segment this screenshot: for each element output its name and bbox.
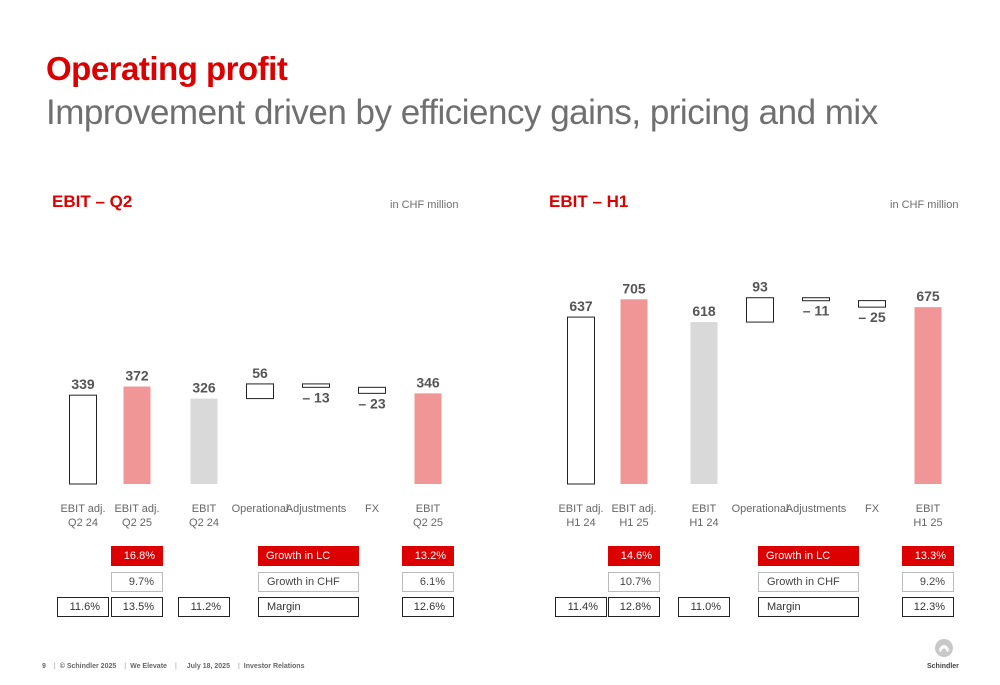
category-label-0-5: FX [365, 503, 380, 515]
value-label-0-2: 326 [192, 380, 216, 396]
ebit-q2-chart: 339 EBIT adj. Q2 24 372 EBIT adj. Q2 25 326 EBI… [60, 365, 443, 529]
bar-1-2 [690, 322, 718, 484]
bar-0-4 [302, 383, 330, 388]
page-title: Operating profit [46, 50, 288, 87]
chart-title-h1: EBIT – H1 [549, 192, 629, 211]
bar-0-2 [190, 398, 218, 484]
category-label-0-2: EBIT Q2 24 [189, 503, 219, 529]
schindler-logo-icon [935, 639, 953, 657]
chart-title-q2: EBIT – Q2 [52, 192, 133, 211]
footer: 9 | © Schindler 2025 | We Elevate | July 18, 2… [42, 663, 305, 670]
unit-label-q2: in CHF million [390, 199, 459, 211]
value-label-1-6: 675 [916, 288, 940, 304]
footer-tagline: We Elevate [130, 663, 167, 670]
ebit-h1-chart: 637 EBIT adj. H1 24 705 EBIT adj. H1 25 618 EBI… [558, 279, 942, 529]
margin-row-label-1: Margin [758, 597, 859, 617]
category-label-0-1: EBIT adj. Q2 25 [114, 503, 159, 529]
category-label-1-3: Operational [732, 503, 789, 515]
bar-0-0 [69, 394, 97, 485]
margin-box-0-2: 11.2% [178, 597, 230, 617]
margin-box-1-2: 11.0% [678, 597, 730, 617]
value-label-1-2: 618 [692, 303, 716, 319]
bar-0-1 [123, 386, 151, 484]
bar-0-5 [358, 386, 386, 394]
category-label-0-6: EBIT Q2 25 [413, 503, 443, 529]
margin-box-1-6: 12.3% [902, 597, 954, 617]
page-subtitle: Improvement driven by efficiency gains, … [46, 93, 878, 132]
category-label-0-0: EBIT adj. Q2 24 [60, 503, 105, 529]
margin-box-1-1: 12.8% [608, 597, 660, 617]
value-label-0-5: – 23 [358, 395, 385, 411]
bar-1-6 [914, 307, 942, 484]
growth-chf-row-label-1: Growth in CHF [758, 572, 859, 592]
footer-copyright: © Schindler 2025 [59, 663, 117, 670]
category-label-1-2: EBIT H1 24 [689, 503, 718, 529]
category-label-1-6: EBIT H1 25 [913, 503, 942, 529]
growth-chf-box-1-6: 9.2% [902, 572, 954, 592]
bar-1-1 [620, 299, 648, 484]
growth-chf-box-0-6: 6.1% [402, 572, 454, 592]
bar-1-3 [746, 297, 774, 323]
growth-lc-row-label-1: Growth in LC [758, 546, 859, 566]
growth-lc-box-0-6: 13.2% [402, 546, 454, 566]
margin-box-0-0: 11.6% [57, 597, 109, 617]
value-label-1-3: 93 [752, 279, 768, 295]
margin-box-1-0: 11.4% [555, 597, 607, 617]
value-label-0-0: 339 [71, 376, 95, 392]
value-label-0-1: 372 [125, 368, 149, 384]
category-label-1-0: EBIT adj. H1 24 [558, 503, 603, 529]
value-label-1-5: – 25 [858, 309, 885, 325]
bar-1-0 [567, 316, 595, 485]
growth-lc-row-label-0: Growth in LC [258, 546, 359, 566]
unit-label-h1: in CHF million [890, 199, 959, 211]
bar-1-5 [858, 300, 886, 308]
value-label-1-4: – 11 [803, 303, 830, 319]
value-label-1-0: 637 [569, 298, 593, 314]
growth-lc-box-0-1: 16.8% [111, 546, 163, 566]
footer-section: Investor Relations [243, 663, 305, 670]
logo-text: Schindler [927, 663, 959, 670]
growth-lc-box-1-1: 14.6% [608, 546, 660, 566]
category-label-0-3: Operational [232, 503, 289, 515]
footer-date: July 18, 2025 [186, 663, 230, 670]
margin-row-label-0: Margin [258, 597, 359, 617]
margin-box-0-6: 12.6% [402, 597, 454, 617]
bar-1-4 [802, 297, 830, 302]
value-label-0-3: 56 [252, 365, 268, 381]
bar-0-6 [414, 393, 442, 484]
value-label-0-6: 346 [416, 374, 440, 390]
growth-chf-box-1-1: 10.7% [608, 572, 660, 592]
category-label-0-4: Adjustments [286, 503, 347, 515]
margin-box-0-1: 13.5% [111, 597, 163, 617]
value-label-0-4: – 13 [302, 389, 329, 405]
page-number: 9 [42, 663, 46, 670]
category-label-1-1: EBIT adj. H1 25 [611, 503, 656, 529]
growth-chf-box-0-1: 9.7% [111, 572, 163, 592]
growth-chf-row-label-0: Growth in CHF [258, 572, 359, 592]
category-label-1-5: FX [865, 503, 880, 515]
category-label-1-4: Adjustments [786, 503, 847, 515]
value-label-1-1: 705 [622, 280, 646, 296]
growth-lc-box-1-6: 13.3% [902, 546, 954, 566]
bar-0-3 [246, 383, 274, 400]
